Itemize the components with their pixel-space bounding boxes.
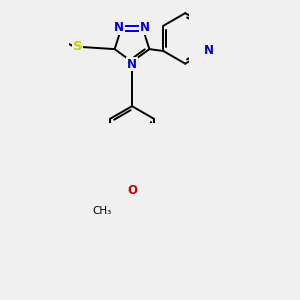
- Text: N: N: [127, 58, 137, 70]
- Text: S: S: [73, 40, 82, 53]
- Text: N: N: [114, 21, 124, 34]
- Text: CH₃: CH₃: [93, 206, 112, 216]
- Text: O: O: [127, 184, 137, 197]
- Text: N: N: [140, 21, 150, 34]
- Text: N: N: [204, 44, 214, 57]
